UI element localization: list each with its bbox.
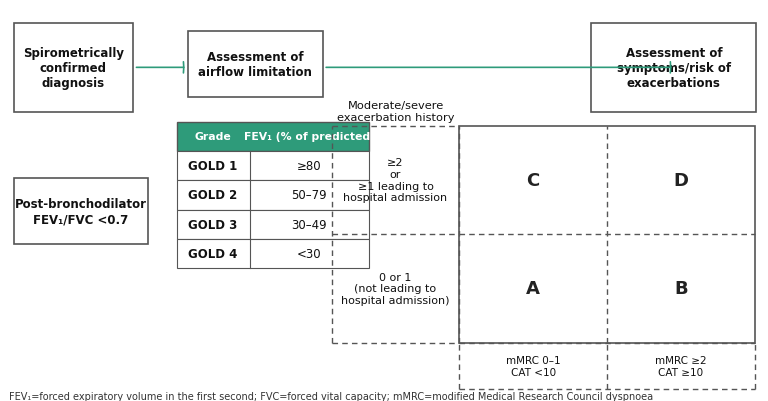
Text: GOLD 3: GOLD 3	[188, 218, 238, 231]
Text: GOLD 2: GOLD 2	[188, 189, 238, 202]
Bar	[177, 181, 369, 210]
Bar	[14, 24, 133, 112]
Bar	[177, 210, 369, 239]
Text: 50–79: 50–79	[291, 189, 327, 202]
Text: FEV₁ (% of predicted): FEV₁ (% of predicted)	[243, 132, 375, 142]
Bar	[591, 24, 756, 112]
Text: Moderate/severe
exacerbation history: Moderate/severe exacerbation history	[337, 101, 454, 122]
Text: Assessment of
airflow limitation: Assessment of airflow limitation	[198, 51, 313, 79]
Bar	[188, 32, 323, 98]
Bar	[459, 126, 755, 343]
Text: C: C	[527, 172, 540, 189]
Text: FEV₁=forced expiratory volume in the first second; FVC=forced vital capacity; mM: FEV₁=forced expiratory volume in the fir…	[9, 391, 654, 401]
Bar	[177, 122, 369, 152]
Text: GOLD 1: GOLD 1	[188, 160, 238, 173]
Text: ≥80: ≥80	[296, 160, 322, 173]
Text: A: A	[526, 280, 540, 298]
Text: mMRC 0–1
CAT <10: mMRC 0–1 CAT <10	[506, 355, 561, 377]
Text: 0 or 1
(not leading to
hospital admission): 0 or 1 (not leading to hospital admissio…	[341, 272, 450, 305]
Text: ≥2
or
≥1 leading to
hospital admission: ≥2 or ≥1 leading to hospital admission	[343, 158, 448, 203]
Text: D: D	[674, 172, 689, 189]
Text: <30: <30	[296, 247, 322, 261]
Text: GOLD 4: GOLD 4	[188, 247, 238, 261]
Text: mMRC ≥2
CAT ≥10: mMRC ≥2 CAT ≥10	[655, 355, 707, 377]
Text: Assessment of
symptoms/risk of
exacerbations: Assessment of symptoms/risk of exacerbat…	[617, 47, 731, 89]
Text: Grade: Grade	[195, 132, 231, 142]
Text: Post-bronchodilator
FEV₁/FVC <0.7: Post-bronchodilator FEV₁/FVC <0.7	[15, 198, 147, 225]
Text: B: B	[674, 280, 688, 298]
Text: 30–49: 30–49	[291, 218, 327, 231]
Bar	[14, 178, 148, 245]
Bar	[177, 152, 369, 181]
Bar	[177, 239, 369, 269]
Text: Spirometrically
confirmed
diagnosis: Spirometrically confirmed diagnosis	[23, 47, 124, 89]
